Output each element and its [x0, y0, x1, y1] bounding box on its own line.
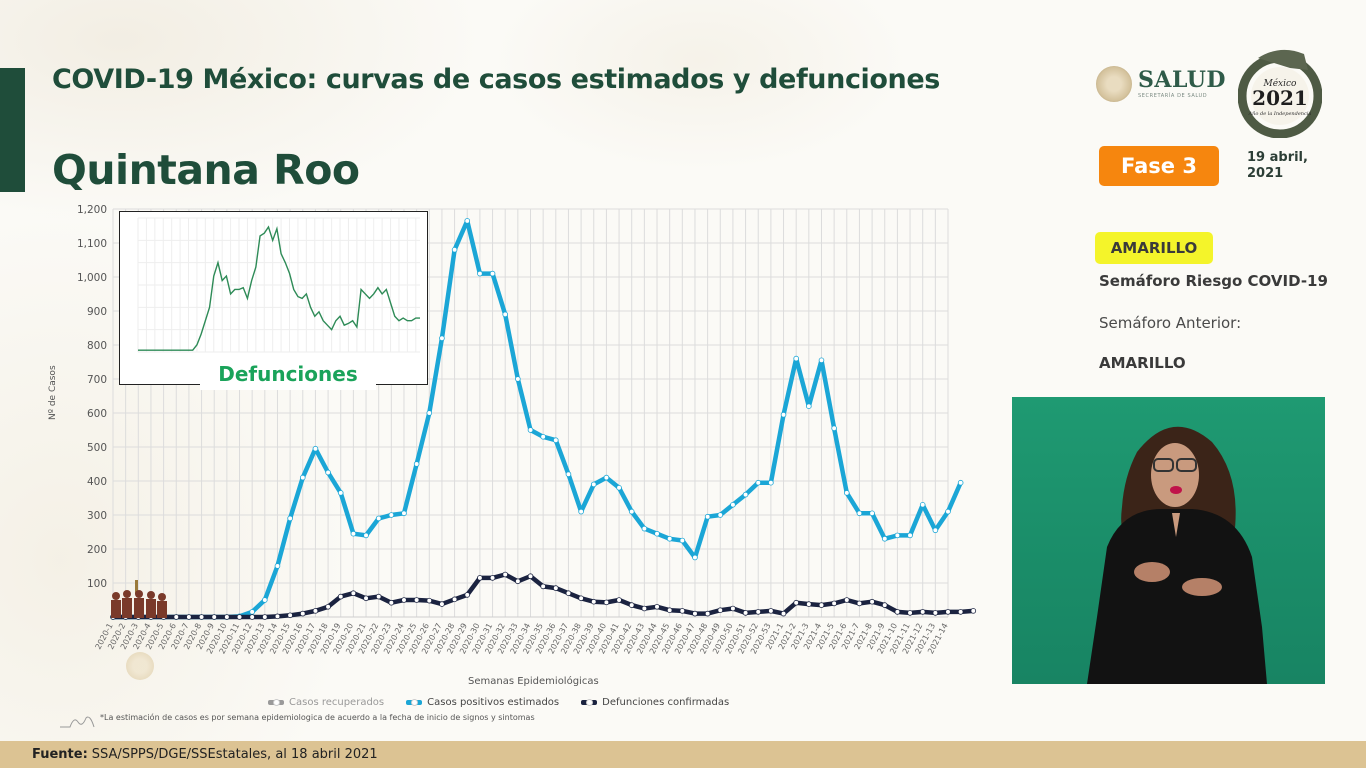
x-axis-ticks: 2020-12020-22020-32020-42020-52020-62020…	[94, 622, 950, 656]
national-seal-icon	[1096, 66, 1132, 102]
source-bar: Fuente: SSA/SPPS/DGE/SSEstatales, al 18 …	[0, 741, 1366, 768]
svg-text:600: 600	[87, 408, 107, 420]
svg-text:1,000: 1,000	[77, 272, 107, 284]
chart-legend: Casos recuperados Casos positivos estima…	[268, 697, 729, 708]
semaforo-title: Semáforo Riesgo COVID-19	[1099, 272, 1328, 290]
source-label: Fuente:	[32, 747, 88, 762]
curve-icon	[60, 716, 95, 728]
deaths-inset-chart	[119, 211, 428, 385]
svg-text:800: 800	[87, 340, 107, 352]
year-logo-line2: 2021	[1252, 86, 1308, 110]
state-name: Quintana Roo	[52, 146, 360, 194]
chart-footnote: *La estimación de casos es por semana ep…	[100, 713, 535, 722]
report-date-line1: 19 abril,	[1247, 150, 1308, 165]
page-title: COVID-19 México: curvas de casos estimad…	[52, 64, 940, 95]
source-text: SSA/SPPS/DGE/SSEstatales, al 18 abril 20…	[91, 747, 378, 762]
legend-item-positivos: Casos positivos estimados	[406, 697, 559, 708]
chart-series	[110, 218, 977, 620]
heroes-illustration-icon	[111, 580, 167, 618]
salud-subtitle: SECRETARÍA DE SALUD	[1138, 93, 1208, 99]
x-axis-title: Semanas Epidemiológicas	[468, 676, 599, 687]
svg-text:100: 100	[87, 578, 107, 590]
report-date: 19 abril, 2021	[1247, 150, 1317, 182]
semaforo-previous-label: Semáforo Anterior:	[1099, 314, 1242, 332]
legend-swatch-icon	[581, 699, 598, 706]
y-axis-title: Nº de Casos	[48, 365, 58, 420]
salud-logo: SALUD SECRETARÍA DE SALUD	[1096, 66, 1226, 102]
small-seal-icon	[126, 652, 154, 680]
svg-text:1,100: 1,100	[77, 238, 107, 250]
svg-text:300: 300	[87, 510, 107, 522]
svg-text:1,200: 1,200	[77, 204, 107, 216]
inset-label: Defunciones	[200, 358, 376, 390]
semaforo-previous-value: AMARILLO	[1099, 354, 1186, 372]
svg-text:900: 900	[87, 306, 107, 318]
y-axis-ticks: 100 200 300 400 500 600 700 800 900 1,000 1,100 1,2…	[77, 204, 107, 590]
title-accent-bar	[0, 68, 25, 192]
sign-language-interpreter-video	[1012, 397, 1325, 684]
year-logo-line1: México	[1263, 78, 1298, 89]
svg-text:400: 400	[87, 476, 107, 488]
salud-wordmark: SALUD	[1138, 67, 1226, 93]
legend-swatch-icon	[406, 699, 423, 706]
chart-grid	[112, 208, 949, 618]
fase-badge: Fase 3	[1099, 146, 1219, 186]
cases-deaths-line-chart: 100 200 300 400 500 600 700 800 900 1,000 1,100 1,2…	[77, 204, 977, 656]
legend-item-recuperados: Casos recuperados	[268, 697, 384, 708]
svg-text:500: 500	[87, 442, 107, 454]
legend-item-defunciones: Defunciones confirmadas	[581, 697, 729, 708]
report-date-line2: 2021	[1247, 166, 1284, 181]
svg-text:700: 700	[87, 374, 107, 386]
year-logo-line3: Año de la Independencia	[1248, 110, 1312, 117]
mexico-2021-logo: México 2021 Año de la Independencia	[1237, 44, 1323, 139]
semaforo-current-badge: AMARILLO	[1095, 232, 1213, 264]
svg-text:200: 200	[87, 544, 107, 556]
legend-swatch-icon	[268, 699, 284, 706]
